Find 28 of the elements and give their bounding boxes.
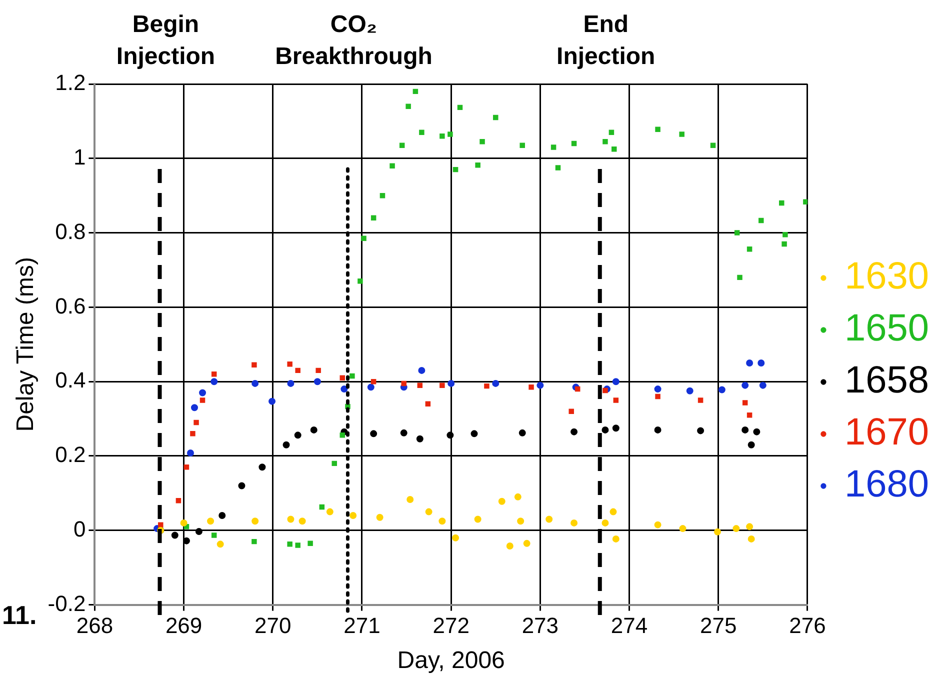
- x-tick-label: 270: [254, 613, 292, 638]
- text: 11.: [2, 600, 37, 631]
- y-tick-label: 0: [73, 516, 86, 542]
- x-tick-label: 273: [522, 613, 559, 638]
- y-tick-label: 0.6: [55, 293, 86, 318]
- x-tick-label: 275: [700, 613, 737, 638]
- y-tick-label: 0.2: [55, 442, 86, 468]
- legend-label: 1650: [844, 307, 930, 350]
- x-tick-label: 272: [432, 613, 470, 638]
- x-tick-label: 271: [344, 613, 380, 638]
- legend-label: 1630: [844, 255, 930, 298]
- x-axis-title: Day, 2006: [397, 647, 505, 674]
- x-tick-label: 274: [610, 613, 648, 638]
- ref-line-label: Begin Injection: [116, 11, 216, 70]
- y-tick-label: 0.4: [55, 368, 86, 393]
- legend-label: 1680: [844, 463, 930, 506]
- y-tick-label: 1.2: [55, 70, 86, 96]
- y-tick-label: 0.8: [55, 218, 86, 244]
- ref-line-label: End Injection: [556, 11, 656, 70]
- x-tick-label: 276: [789, 613, 826, 638]
- y-axis-title: Delay Time (ms): [12, 257, 40, 432]
- y-tick-label: -0.2: [48, 590, 86, 616]
- y-tick-label: 1: [73, 144, 86, 170]
- x-tick-label: 268: [76, 613, 114, 638]
- x-tick-label: 269: [165, 613, 202, 638]
- legend-label: 1658: [844, 359, 930, 402]
- legend-label: 1670: [844, 411, 930, 454]
- ref-line-label: CO₂ Breakthrough: [275, 11, 432, 70]
